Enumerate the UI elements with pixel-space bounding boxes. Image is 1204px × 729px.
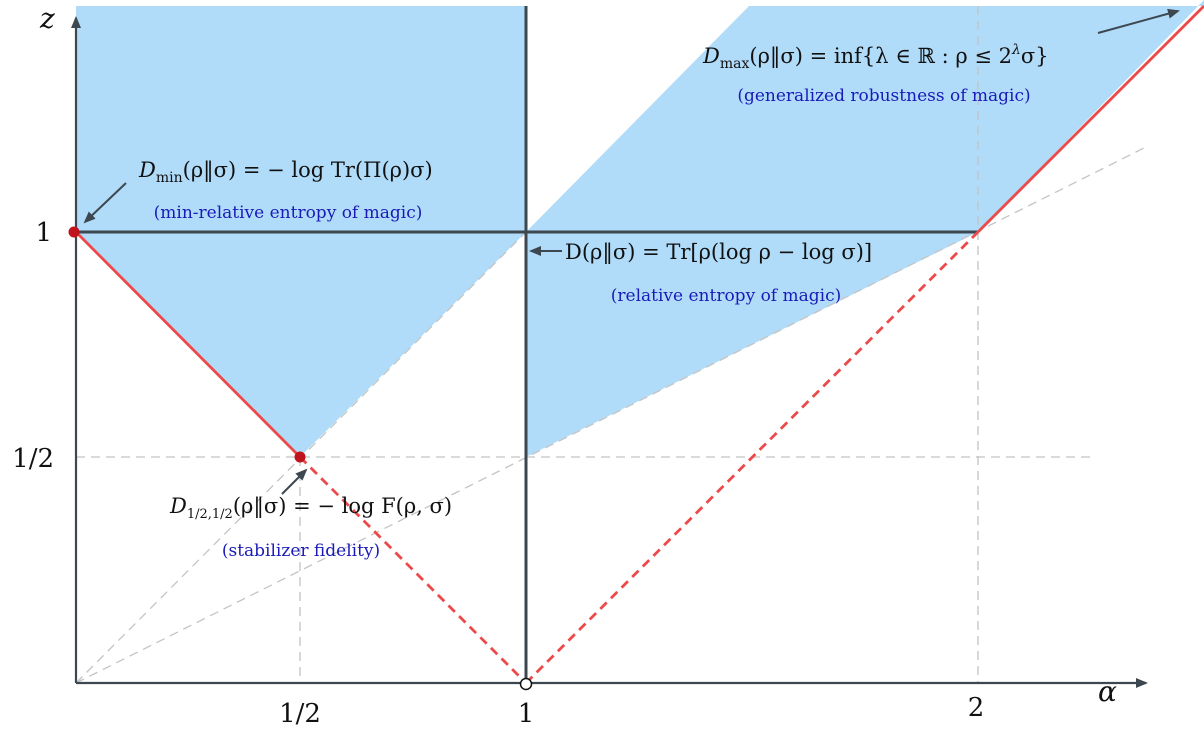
guide-diagonal-shallow (75, 147, 1145, 684)
boundary-dashed-right (525, 231, 979, 684)
fidelity-note: (stabilizer fidelity) (222, 541, 380, 561)
boundary-z-one-minus-alpha (75, 231, 301, 458)
dmin-note: (min-relative entropy of magic) (154, 203, 423, 223)
region-alpha-above-1 (526, 0, 1204, 457)
relative-entropy-formula: D(ρ‖σ) = Tr[ρ(log ρ − log σ)] (565, 240, 872, 265)
z-axis-label: z (39, 2, 55, 35)
arrow-fidelity (281, 468, 308, 495)
y-tick-1: 1 (35, 218, 52, 248)
arrow-dmin (83, 182, 127, 224)
dmax-note: (generalized robustness of magic) (737, 86, 1030, 106)
dmax-formula: Dmax(ρ‖σ) = inf{λ ∈ ℝ : ρ ≤ 2λσ} (702, 42, 1049, 72)
boundary-z-alpha-minus-1 (977, 5, 1204, 233)
dmin-formula: Dmin(ρ‖σ) = − log Tr(Π(ρ)σ) (138, 158, 433, 186)
arrow-dmax (1097, 8, 1180, 34)
point-dmin (68, 226, 80, 238)
x-tick-half: 1/2 (279, 699, 321, 729)
point-origin-alpha-1 (519, 677, 533, 691)
point-half-half (294, 451, 306, 463)
boundary-dashed-left (299, 456, 527, 684)
relative-entropy-note: (relative entropy of magic) (611, 286, 841, 306)
fidelity-formula: D1/2,1/2(ρ‖σ) = − log F(ρ, σ) (169, 494, 452, 522)
x-tick-2: 2 (968, 693, 985, 723)
y-tick-half: 1/2 (12, 444, 54, 474)
x-tick-1: 1 (518, 699, 535, 729)
alpha-axis-label: α (1098, 675, 1117, 708)
